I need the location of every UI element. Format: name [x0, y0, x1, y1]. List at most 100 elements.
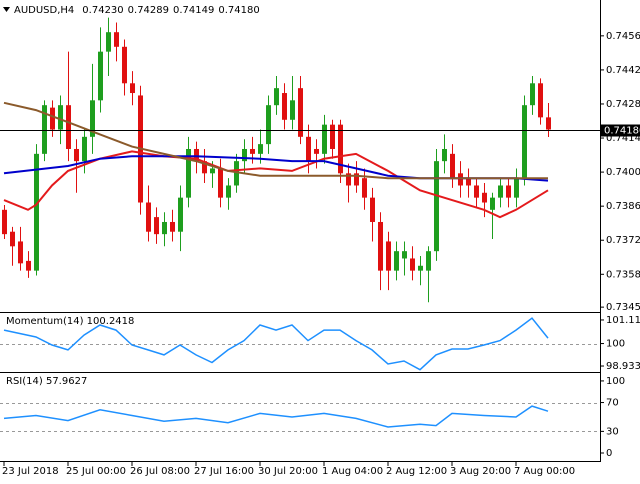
candle-body — [274, 88, 279, 106]
candle-body — [226, 185, 231, 198]
quote-value: 0.74230 — [82, 5, 123, 16]
candle-body — [314, 148, 319, 154]
y-tick-label: 0.73725 — [606, 235, 640, 246]
x-tick-label: 1 Aug 04:00 — [322, 466, 383, 477]
candle-body — [506, 185, 511, 198]
candle-body — [410, 258, 415, 271]
candle-body — [306, 136, 311, 162]
quote-value: 0.74149 — [173, 5, 214, 16]
candle-body — [66, 105, 71, 149]
y-tick-label: 101.1196 — [606, 315, 640, 326]
candle-body — [474, 185, 479, 198]
candle-body — [258, 144, 263, 154]
candle-body — [514, 178, 519, 198]
x-tick-label: 27 Jul 16:00 — [194, 466, 254, 477]
panel-title: Momentum(14) 100.2418 — [6, 316, 134, 327]
candle-body — [370, 197, 375, 222]
candle-body — [186, 148, 191, 198]
quote-value: 0.74289 — [128, 5, 169, 16]
y-tick-label: 0.74565 — [606, 31, 640, 42]
x-tick-label: 23 Jul 2018 — [2, 466, 59, 477]
y-tick-label: 100 — [606, 339, 625, 350]
candle-body — [58, 105, 63, 130]
x-tick-label: 3 Aug 20:00 — [450, 466, 511, 477]
candle-body — [290, 100, 295, 120]
indicator-line — [3, 317, 549, 371]
candle-body — [330, 124, 335, 149]
current-price-label: 0.74180 — [604, 126, 640, 137]
y-tick-label: 0.74425 — [606, 65, 640, 76]
chart-title: AUDUSD,H4 0.74230 0.74289 0.74149 0.74180 — [14, 5, 260, 16]
x-tick-label: 2 Aug 12:00 — [386, 466, 447, 477]
candle-body — [354, 173, 359, 186]
candle-body — [266, 105, 271, 145]
candle-body — [106, 32, 111, 52]
candle-body — [394, 251, 399, 271]
candle-body — [234, 161, 239, 186]
y-tick-label: 70 — [606, 398, 619, 409]
candle-body — [450, 153, 455, 179]
candle-body — [434, 161, 439, 252]
candle-body — [458, 173, 463, 186]
candle-body — [178, 197, 183, 232]
candle-body — [202, 161, 207, 174]
candle-body — [426, 251, 431, 271]
y-tick-label: 0.73585 — [606, 269, 640, 280]
quote-value: 0.74180 — [218, 5, 259, 16]
candle-body — [90, 100, 95, 137]
x-tick-label: 25 Jul 00:00 — [66, 466, 126, 477]
candle-body — [538, 83, 543, 118]
candle-body — [482, 192, 487, 203]
candle-body — [442, 148, 447, 162]
y-tick-label: 0.74285 — [606, 99, 640, 110]
candle-body — [530, 83, 535, 106]
y-tick-label: 0.73865 — [606, 201, 640, 212]
candle-body — [26, 260, 31, 271]
candle-body — [98, 51, 103, 101]
candle-body — [418, 265, 423, 271]
y-tick-label: 0 — [606, 448, 612, 459]
candle-body — [386, 241, 391, 271]
y-tick-label: 98.9338 — [606, 361, 640, 372]
candle-body — [466, 178, 471, 186]
candle-body — [346, 173, 351, 186]
candle-body — [10, 231, 15, 247]
y-tick-label: 0.74005 — [606, 167, 640, 178]
indicator-line — [3, 405, 549, 428]
candle-body — [50, 107, 55, 130]
title-arrow — [3, 7, 10, 12]
candle-body — [282, 93, 287, 120]
candle-body — [210, 168, 215, 174]
candle-body — [378, 221, 383, 271]
candle-body — [74, 148, 79, 162]
candle-body — [154, 217, 159, 235]
candle-body — [130, 83, 135, 94]
candle-body — [170, 221, 175, 232]
candle-body — [498, 185, 503, 198]
candle-body — [42, 105, 47, 154]
candle-body — [146, 202, 151, 232]
candle-body — [242, 148, 247, 162]
current-price-box — [601, 124, 640, 137]
candle-body — [18, 241, 23, 264]
candle-body — [218, 168, 223, 198]
candle-body — [2, 209, 7, 235]
candle-body — [162, 221, 167, 235]
candle-body — [362, 178, 367, 198]
candle-body — [114, 32, 119, 47]
candle-body — [338, 124, 343, 174]
candle-body — [322, 124, 327, 154]
panel-title: RSI(14) 57.9627 — [6, 376, 87, 387]
y-tick-label: 0.74145 — [606, 133, 640, 144]
candle-body — [402, 251, 407, 259]
candle-body — [122, 46, 127, 84]
y-tick-label: 30 — [606, 426, 619, 437]
candle-body — [34, 153, 39, 271]
candle-body — [546, 117, 551, 130]
symbol: AUDUSD,H4 — [14, 5, 74, 16]
candle-body — [82, 136, 87, 162]
candle-body — [250, 148, 255, 154]
